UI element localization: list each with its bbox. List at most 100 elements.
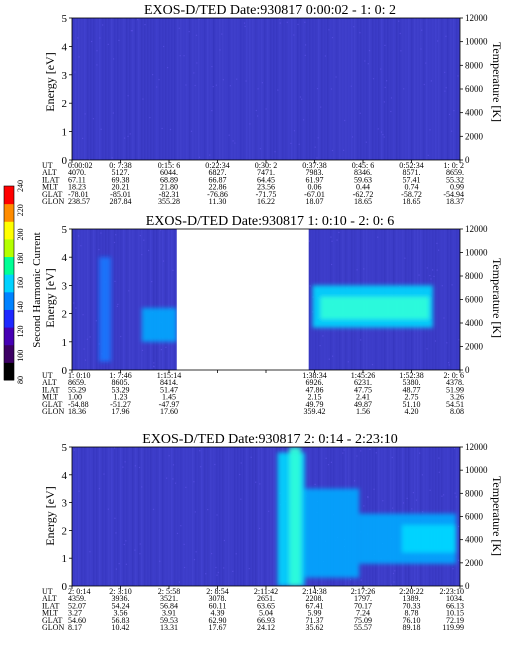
texture-dot: [335, 76, 337, 78]
texture-dot: [421, 474, 423, 476]
table-cell: 76.10: [403, 616, 421, 625]
colorbar-tick-label: 80: [16, 376, 25, 384]
ytick-label: 5: [62, 442, 68, 454]
texture-dot: [330, 88, 333, 90]
texture-dot: [427, 154, 429, 156]
panel-1-info-table: UTALTILATMLTGLATGLON0:00:024070.67.1118.…: [42, 160, 464, 206]
texture-streak: [273, 447, 275, 586]
texture-streak: [360, 18, 362, 160]
texture-dot: [432, 269, 434, 271]
texture-dot: [98, 249, 100, 251]
table-cell: 7983.: [306, 168, 324, 177]
ytick-right-label: 4000: [465, 535, 484, 545]
table-cell: 1: 7:46: [109, 371, 131, 380]
texture-dot: [380, 68, 382, 70]
texture-dot: [257, 88, 259, 90]
texture-streak: [315, 18, 317, 160]
panel-2-yticks-right: 0 2000 4000 6000 8000 10000 12000: [460, 224, 488, 375]
texture-dot: [430, 80, 432, 82]
texture-dot: [453, 110, 455, 112]
texture-dot: [114, 280, 116, 282]
texture-dot: [82, 137, 84, 139]
texture-dot: [297, 23, 299, 25]
texture-streak: [90, 229, 92, 370]
texture-dot: [163, 45, 165, 48]
table-cell: 1: 0:10: [68, 371, 90, 380]
table-cell: 55.32: [446, 175, 464, 184]
texture-dot: [86, 338, 88, 340]
texture-streak: [153, 447, 155, 586]
texture-streak: [186, 18, 188, 160]
texture-streak: [258, 447, 260, 586]
texture-dot: [98, 488, 100, 490]
colorbar-tick-label: 240: [16, 180, 25, 192]
texture-dot: [174, 482, 177, 484]
table-cell: 1.56: [356, 407, 370, 416]
texture-dot: [406, 497, 408, 499]
texture-streak: [84, 18, 86, 160]
texture-dot: [125, 540, 127, 542]
texture-streak: [240, 447, 242, 586]
table-cell: 67.11: [68, 175, 86, 184]
ytick-label: 2: [62, 98, 68, 110]
table-cell: 6926.: [306, 378, 324, 387]
table-cell: 16.22: [257, 197, 275, 206]
texture-dot: [219, 49, 221, 51]
texture-dot: [303, 119, 305, 121]
ytick-label: 2: [62, 309, 68, 321]
table-cell: -67.01: [304, 190, 325, 199]
texture-dot: [100, 232, 102, 234]
texture-streak: [150, 229, 152, 370]
texture-dot: [368, 50, 371, 52]
table-cell: -47.97: [159, 400, 180, 409]
texture-dot: [127, 95, 129, 97]
texture-dot: [77, 37, 79, 39]
table-cell: 55.57: [354, 623, 372, 632]
texture-dot: [279, 18, 281, 20]
texture-dot: [259, 148, 261, 150]
texture-dot: [89, 336, 91, 338]
texture-dot: [301, 98, 303, 100]
texture-streak: [168, 18, 170, 160]
texture-streak: [429, 18, 431, 160]
texture-dot: [420, 48, 422, 50]
ytick-right-label: 0: [465, 155, 470, 165]
texture-streak: [351, 18, 353, 160]
texture-streak: [114, 229, 116, 370]
texture-dot: [139, 235, 141, 237]
bright-region: [320, 296, 429, 320]
colorbar-tick-label: 160: [16, 277, 25, 289]
table-cell: 22.86: [209, 183, 227, 192]
ytick-label: 5: [62, 13, 68, 25]
texture-dot: [314, 483, 316, 485]
colorbar-tick-label: 140: [16, 301, 25, 313]
texture-dot: [183, 55, 185, 57]
texture-streak: [108, 447, 110, 586]
texture-streak: [438, 18, 440, 160]
texture-dot: [194, 511, 196, 513]
table-cell: 2: 0:14: [68, 587, 90, 596]
texture-streak: [114, 447, 116, 586]
table-cell: 0:15: 6: [158, 161, 180, 170]
colorbar-swatch: [4, 256, 14, 275]
texture-streak: [225, 18, 227, 160]
texture-dot: [215, 566, 217, 569]
table-cell: 0:37:38: [302, 161, 326, 170]
texture-dot: [325, 457, 327, 459]
texture-dot: [438, 471, 440, 473]
texture-dot: [367, 496, 369, 499]
texture-streak: [189, 447, 191, 586]
texture-streak: [147, 229, 149, 370]
texture-dot: [344, 119, 346, 122]
colorbar-swatch: [4, 274, 14, 293]
texture-dot: [185, 486, 187, 488]
texture-dot: [412, 492, 414, 494]
texture-dot: [336, 239, 338, 241]
table-cell: 2: 5:58: [158, 587, 180, 596]
texture-dot: [444, 71, 446, 73]
table-cell: -76.86: [207, 190, 228, 199]
table-cell: 7.24: [356, 609, 370, 618]
texture-streak: [72, 229, 74, 370]
table-cell: -85.01: [110, 190, 131, 199]
row-label: MLT: [42, 609, 58, 618]
